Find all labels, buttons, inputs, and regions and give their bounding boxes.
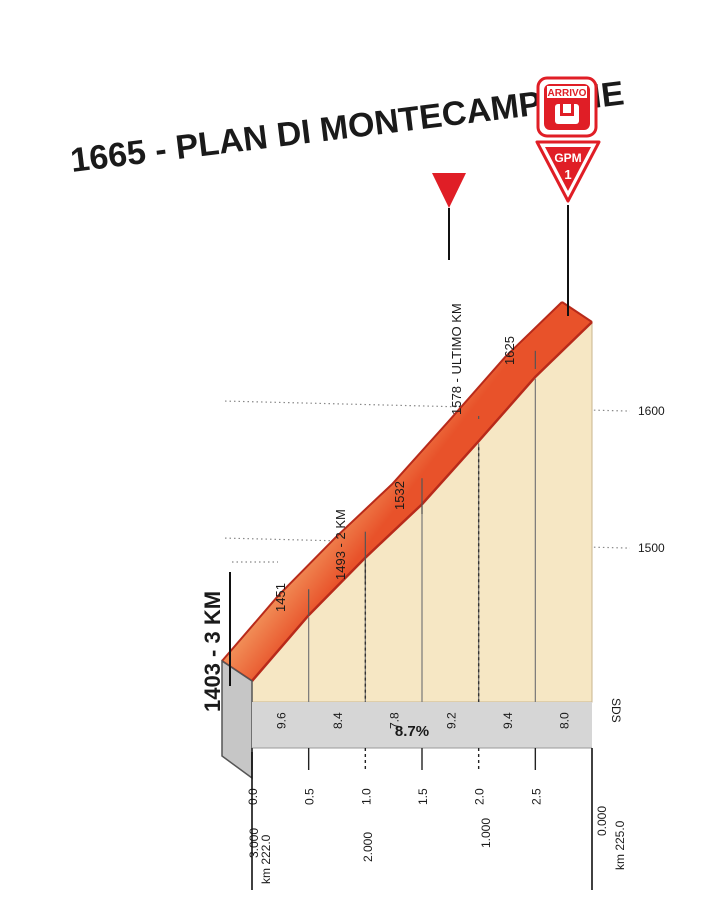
km-to-go-label: 0.000 xyxy=(595,806,609,836)
start-elevation-label: 1403 - 3 KM xyxy=(200,591,225,712)
profile-top-band xyxy=(222,302,592,681)
km-tick-label: 2.5 xyxy=(529,788,543,805)
gpm-badge: GPM 1 xyxy=(535,140,601,203)
km-tick-label: 0.0 xyxy=(246,788,260,805)
point-elevation-label: 1625 xyxy=(502,336,517,365)
km-to-go-label: 2.000 xyxy=(361,832,375,862)
last-km-marker xyxy=(432,173,466,260)
finish-km-label: km 225.0 xyxy=(613,820,627,870)
km-tick-label: 2.0 xyxy=(473,788,487,805)
segment-gradient-label: 7.8 xyxy=(388,712,402,729)
finish-flag-icon xyxy=(555,104,579,124)
road-label: SDS xyxy=(609,698,623,723)
km-tick-label: 0.5 xyxy=(303,788,317,805)
last-km-flag-icon xyxy=(432,173,466,208)
km-to-go-label: 3.000 xyxy=(247,828,261,858)
profile-back-line xyxy=(221,301,563,662)
segment-gradient-label: 9.2 xyxy=(444,712,458,729)
average-gradient-label: 8.7% xyxy=(395,723,429,740)
segment-gradient-label: 9.6 xyxy=(274,712,288,729)
average-gradient-bar xyxy=(252,702,592,748)
finish-badge: ARRIVO xyxy=(536,76,598,138)
finish-badge-label: ARRIVO xyxy=(548,88,587,99)
segment-gradient-label: 8.4 xyxy=(331,712,345,729)
start-km-label: km 222.0 xyxy=(259,834,273,884)
segment-gradient-label: 8.0 xyxy=(558,712,572,729)
point-elevation-label: 1532 xyxy=(392,481,407,510)
gridline-label: 1500 xyxy=(638,541,665,555)
point-elevation-label: 1493 - 2 KM xyxy=(333,509,348,580)
gridline-label: 1600 xyxy=(638,404,665,418)
point-elevation-label: 1578 - ULTIMO KM xyxy=(449,303,464,415)
profile-side-face xyxy=(221,659,253,780)
segment-gradient-label: 9.4 xyxy=(501,712,515,729)
gpm-badge-category: 1 xyxy=(564,167,571,182)
gpm-badge-label: GPM xyxy=(554,151,581,165)
km-to-go-label: 1.000 xyxy=(479,818,493,848)
km-tick-label: 1.0 xyxy=(359,788,373,805)
point-elevation-label: 1451 xyxy=(273,583,288,612)
km-tick-label: 1.5 xyxy=(416,788,430,805)
